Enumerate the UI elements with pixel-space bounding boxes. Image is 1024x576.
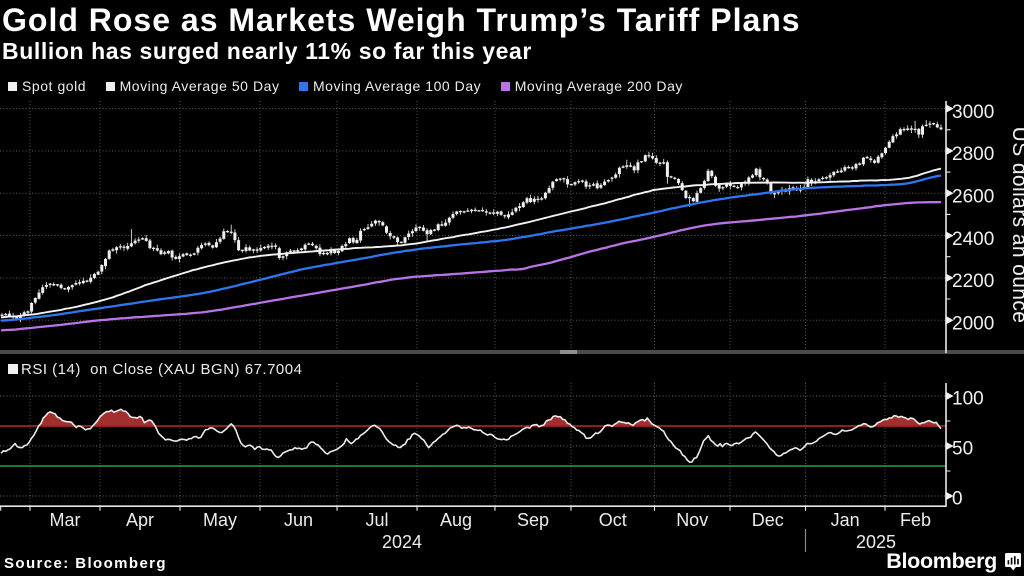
svg-text:2800: 2800 [952, 144, 994, 165]
svg-text:Feb: Feb [900, 510, 931, 530]
svg-text:Nov: Nov [676, 510, 708, 530]
svg-text:Aug: Aug [440, 510, 472, 530]
svg-text:Dec: Dec [752, 510, 784, 530]
svg-text:100: 100 [952, 389, 984, 410]
svg-text:Apr: Apr [126, 510, 154, 530]
svg-text:3000: 3000 [952, 102, 994, 123]
svg-text:2000: 2000 [952, 314, 994, 335]
svg-text:Jan: Jan [831, 510, 860, 530]
svg-text:2600: 2600 [952, 187, 994, 208]
svg-text:2400: 2400 [952, 229, 994, 250]
svg-text:2025: 2025 [856, 532, 896, 552]
svg-text:Oct: Oct [599, 510, 627, 530]
svg-text:May: May [203, 510, 237, 530]
svg-text:50: 50 [952, 439, 973, 460]
svg-text:US dollars an ounce: US dollars an ounce [1008, 127, 1024, 324]
svg-text:Jun: Jun [284, 510, 313, 530]
svg-text:Sep: Sep [517, 510, 549, 530]
svg-text:Jul: Jul [365, 510, 388, 530]
svg-text:2024: 2024 [382, 532, 422, 552]
svg-text:Mar: Mar [50, 510, 81, 530]
svg-text:0: 0 [952, 489, 963, 510]
svg-text:2200: 2200 [952, 271, 994, 292]
